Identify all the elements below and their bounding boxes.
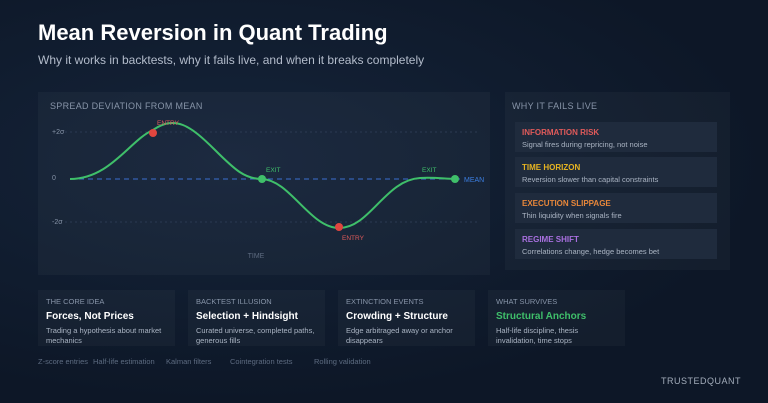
card: THE CORE IDEA Forces, Not Prices Trading a… [38, 290, 175, 346]
level-label: -2σ [52, 219, 63, 226]
marker-label: ENTRY [157, 120, 180, 127]
subtitle: Why it works in backtests, why it fails … [38, 53, 425, 67]
panel-title: SPREAD DEVIATION FROM MEAN [50, 101, 203, 111]
title: Mean Reversion in Quant Trading [38, 20, 388, 45]
level-label: +2σ [52, 129, 65, 136]
card-title: Crowding + Structure [346, 311, 448, 322]
card-title: Forces, Not Prices [46, 311, 134, 322]
tag: Half-life estimation [93, 357, 155, 366]
failure-title: INFORMATION RISK [522, 128, 600, 137]
panel-title: WHY IT FAILS LIVE [512, 101, 598, 111]
marker-label: EXIT [422, 167, 436, 174]
card: BACKTEST ILLUSION Selection + Hindsight Cu… [188, 290, 325, 346]
card-text: Edge arbitraged away or anchor disappear… [346, 326, 453, 345]
card-text: Trading a hypothesis about market mechan… [46, 326, 162, 345]
marker-label: EXIT [266, 167, 280, 174]
failure-item: REGIME SHIFT Correlations change, hedge b… [515, 229, 717, 259]
entry-point [335, 223, 343, 231]
marker-label: ENTRY [342, 235, 365, 242]
failure-title: EXECUTION SLIPPAGE [522, 199, 611, 208]
x-axis-label: TIME [248, 253, 265, 260]
exit-point [451, 175, 459, 183]
brand: TRUSTEDQUANT [661, 376, 741, 386]
entry-point [149, 129, 157, 137]
card-label: EXTINCTION EVENTS [346, 297, 424, 306]
tag: Z-score entries [38, 357, 89, 366]
card-label: BACKTEST ILLUSION [196, 297, 272, 306]
failure-text: Thin liquidity when signals fire [522, 211, 622, 220]
failure-text: Reversion slower than capital constraint… [522, 175, 659, 184]
card-text: Half-life discipline, thesis invalidatio… [496, 326, 579, 345]
mean-label: MEAN [464, 177, 484, 184]
tag: Rolling validation [314, 357, 371, 366]
failure-title: TIME HORIZON [522, 163, 581, 172]
tag: Cointegration tests [230, 357, 293, 366]
failure-text: Signal fires during repricing, not noise [522, 140, 648, 149]
failure-item: TIME HORIZON Reversion slower than capita… [515, 157, 717, 187]
card-title: Selection + Hindsight [196, 311, 298, 322]
failure-item: EXECUTION SLIPPAGE Thin liquidity when si… [515, 193, 717, 223]
card-title: Structural Anchors [496, 311, 587, 322]
failure-item: INFORMATION RISK Signal fires during repr… [515, 122, 717, 152]
card-label: WHAT SURVIVES [496, 297, 558, 306]
failure-title: REGIME SHIFT [522, 235, 579, 244]
tag: Kalman filters [166, 357, 212, 366]
level-label: 0 [52, 175, 56, 182]
exit-point [258, 175, 266, 183]
card-label: THE CORE IDEA [46, 297, 105, 306]
card-text: Curated universe, completed paths, gener… [196, 326, 315, 345]
spread-chart: +2σ 0 -2σ MEAN ENTRY EXIT ENTRY EXIT TIM… [52, 120, 484, 260]
card: WHAT SURVIVES Structural Anchors Half-life… [488, 290, 625, 346]
card: EXTINCTION EVENTS Crowding + Structure Edg… [338, 290, 475, 346]
failure-text: Correlations change, hedge becomes bet [522, 247, 660, 256]
